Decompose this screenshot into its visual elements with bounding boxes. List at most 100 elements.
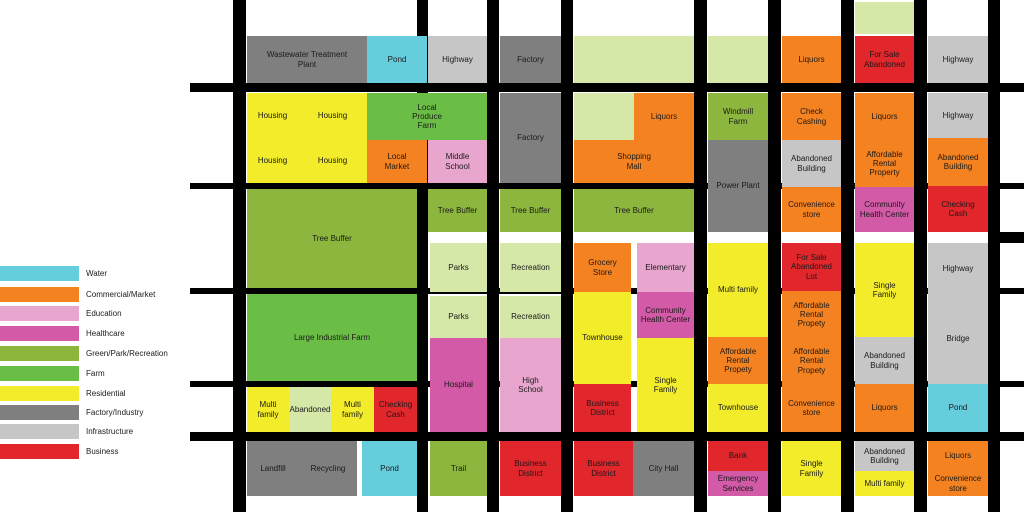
parcel-tree-buffer-2: Tree Buffer xyxy=(500,189,561,232)
parcel-factory-2: Factory xyxy=(500,93,561,183)
parcel-pond-right: Pond xyxy=(928,384,988,432)
road-segment xyxy=(190,432,1024,441)
legend-swatch xyxy=(0,326,79,341)
parcel-parks-1: Parks xyxy=(430,243,487,292)
parcel-elementary: Elementary xyxy=(637,243,694,292)
parcel-single-family-2: Single Family xyxy=(637,338,694,432)
parcel-liquors-top: Liquors xyxy=(782,36,841,83)
parcel-townhouse-1: Townhouse xyxy=(574,292,631,384)
legend-swatch xyxy=(0,266,79,281)
legend-item-education: Education xyxy=(0,306,122,321)
legend-item-farm: Farm xyxy=(0,366,105,381)
legend-item-business: Business xyxy=(0,444,118,459)
parcel-local-produce-farm: Local Produce Farm xyxy=(367,93,487,140)
parcel-highway-right-2: Highway xyxy=(928,93,988,138)
legend-item-green: Green/Park/Recreation xyxy=(0,346,168,361)
parcel-abandoned-small: Abandoned xyxy=(289,387,331,432)
parcel-open-space-mall-lot xyxy=(574,93,634,140)
parcel-tree-buffer-3: Tree Buffer xyxy=(574,189,694,232)
legend-swatch xyxy=(0,405,79,420)
parcel-convenience-store-3: Convenience store xyxy=(928,471,988,496)
parcel-community-health-center-2: Community Health Center xyxy=(637,292,694,338)
parcel-abandoned-building-2: Abandoned Building xyxy=(928,138,988,186)
legend-swatch xyxy=(0,306,79,321)
parcel-for-sale-abandoned-top: For Sale Abandoned xyxy=(855,36,914,83)
parcel-housing-2: Housing xyxy=(298,93,367,138)
parcel-convenience-store-2: Convenience store xyxy=(782,384,841,432)
legend-item-residential: Residential xyxy=(0,386,126,401)
parcel-high-school: High School xyxy=(500,338,561,432)
parcel-check-cashing: Check Cashing xyxy=(782,93,841,140)
parcel-community-health-center-1: Community Health Center xyxy=(855,187,914,232)
road-segment xyxy=(768,0,781,512)
road-segment xyxy=(487,0,499,512)
parcel-grocery-store: Grocery Store xyxy=(574,243,631,292)
legend-label: Water xyxy=(86,269,108,278)
parcel-power-plant: Power Plant xyxy=(708,140,768,232)
road-segment xyxy=(694,0,707,512)
parcel-abandoned-building-1: Abandoned Building xyxy=(782,140,841,187)
parcel-pond-bottom: Pond xyxy=(362,441,417,496)
parcel-abandoned-building-3: Abandoned Building xyxy=(855,337,914,384)
parcel-affordable-rental-4: Affordable Rental Propety xyxy=(782,338,841,384)
parcel-affordable-rental-3: Affordable Rental Propety xyxy=(708,337,768,384)
parcel-convenience-store-1: Convenience store xyxy=(782,187,841,232)
parcel-single-family-1: Single Family xyxy=(855,243,914,337)
parcel-trail: Trail xyxy=(430,441,487,496)
parcel-hospital: Hospital xyxy=(430,338,487,432)
parcel-multi-family-4: Multi family xyxy=(855,471,914,496)
road-segment xyxy=(988,0,1000,512)
parcel-business-district-1: Business District xyxy=(574,384,631,432)
parcel-pond-top: Pond xyxy=(367,36,427,83)
parcel-liquors-mall: Liquors xyxy=(634,93,694,140)
parcel-townhouse-2: Townhouse xyxy=(708,384,768,432)
legend-item-water: Water xyxy=(0,266,107,281)
parcel-business-district-3: Business District xyxy=(574,441,633,496)
road-segment xyxy=(190,183,1024,189)
parcel-multi-family-3: Multi family xyxy=(331,387,374,432)
parcel-landfill: Landfill xyxy=(247,441,299,496)
parcel-wastewater-treatment-plant: Wastewater Treatment Plant xyxy=(247,36,367,83)
parcel-affordable-rental-2: Affordable Rental Propety xyxy=(782,291,841,338)
legend-swatch xyxy=(0,287,79,302)
parcel-multi-family-1: Multi family xyxy=(708,243,768,337)
legend-swatch xyxy=(0,386,79,401)
parcel-highway-right-3: Highway xyxy=(928,243,988,294)
parcel-abandoned-building-4: Abandoned Building xyxy=(855,441,914,471)
parcel-windmill-farm: Windmill Farm xyxy=(708,93,768,140)
legend-swatch xyxy=(0,366,79,381)
road-segment xyxy=(561,0,573,512)
parcel-single-family-3: Single Family xyxy=(782,441,841,496)
parcel-checking-cash-1: Checking Cash xyxy=(928,186,988,232)
legend-label: Commercial/Market xyxy=(86,290,156,299)
parcel-liquors-4: Liquors xyxy=(928,441,988,471)
legend-swatch xyxy=(0,444,79,459)
parcel-middle-school: Middle School xyxy=(428,140,487,183)
parcel-recreation-1: Recreation xyxy=(500,243,561,292)
parcel-top-open-space-2 xyxy=(708,36,768,83)
parcel-tree-buffer-1: Tree Buffer xyxy=(428,189,487,232)
parcel-emergency-services: Emergency Services xyxy=(708,471,768,496)
parcel-bridge: Bridge xyxy=(928,294,988,384)
legend-label: Education xyxy=(86,309,122,318)
parcel-factory-top: Factory xyxy=(500,36,561,83)
legend-label: Business xyxy=(86,447,119,456)
parcel-bank: Bank xyxy=(708,441,768,471)
legend-label: Infrastructure xyxy=(86,427,134,436)
legend-swatch xyxy=(0,346,79,361)
parcel-highway-top-right: Highway xyxy=(928,36,988,83)
road-segment xyxy=(988,232,1024,243)
road-segment xyxy=(233,0,246,512)
parcel-liquors-3: Liquors xyxy=(855,384,914,432)
legend-label: Green/Park/Recreation xyxy=(86,349,168,358)
road-segment xyxy=(190,83,1024,92)
road-segment xyxy=(841,0,854,512)
legend-label: Farm xyxy=(86,369,105,378)
parcel-highway-top-left: Highway xyxy=(428,36,487,83)
parcel-multi-family-2: Multi family xyxy=(247,387,289,432)
legend-item-commercial: Commercial/Market xyxy=(0,287,155,302)
legend-item-factory: Factory/Industry xyxy=(0,405,143,420)
legend-label: Factory/Industry xyxy=(86,408,144,417)
parcel-parks-2: Parks xyxy=(430,296,487,338)
